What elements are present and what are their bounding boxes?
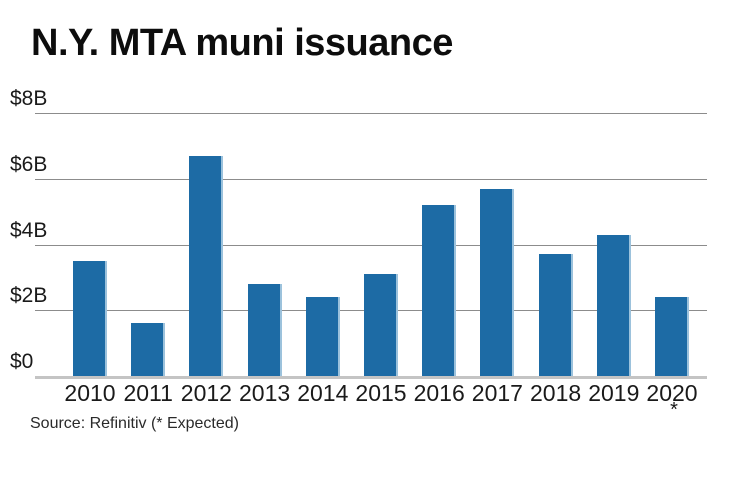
y-tick-label: $0 [10,350,34,373]
y-tick-label: $8B [10,87,48,110]
x-axis-line [35,376,707,379]
source-note: Source: Refinitiv (* Expected) [30,415,239,432]
chart-title: N.Y. MTA muni issuance [31,22,453,64]
x-tick-label: 2018 [530,380,582,406]
bar [306,297,340,376]
x-tick-label: 2012 [180,380,232,406]
x-tick-label: 2015 [355,380,407,406]
bar [539,254,573,376]
bar [248,284,282,376]
y-tick-label: $2B [10,284,48,307]
x-tick-label: 2014 [297,380,349,406]
footnote-asterisk: * [670,399,678,421]
gridline [35,179,707,180]
x-tick-label: 2016 [413,380,465,406]
x-tick-label: 2020 [646,380,698,406]
x-tick-label: 2010 [64,380,116,406]
bar [189,156,223,376]
x-tick-label: 2013 [239,380,291,406]
gridline [35,245,707,246]
x-tick-label: 2019 [588,380,640,406]
y-tick-label: $6B [10,153,48,176]
bar [655,297,689,376]
y-tick-label: $4B [10,219,48,242]
x-tick-label: 2017 [471,380,523,406]
bar [597,235,631,376]
bar [73,261,107,376]
bar [364,274,398,376]
bar [422,205,456,376]
x-tick-label: 2011 [123,380,173,406]
bar [480,189,514,376]
gridline [35,113,707,114]
bar [131,323,165,376]
